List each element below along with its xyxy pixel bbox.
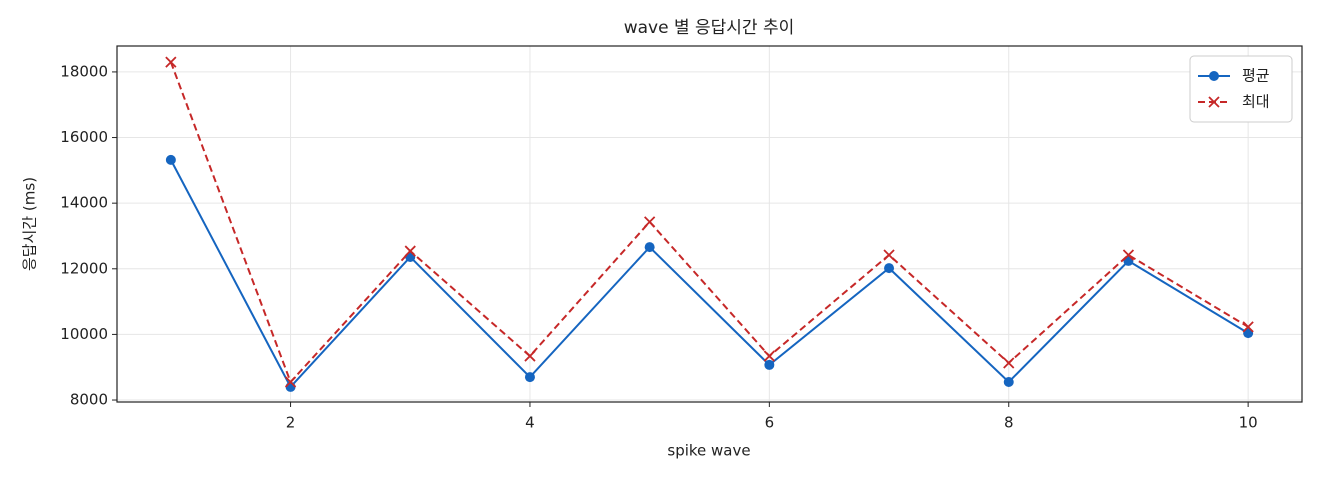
x-axis-label: spike wave	[667, 442, 750, 460]
y-tick-label: 18000	[60, 62, 108, 80]
point	[284, 376, 297, 388]
point	[763, 350, 775, 362]
grid	[117, 46, 1302, 402]
y-tick-label: 14000	[60, 194, 108, 212]
point	[644, 242, 655, 253]
legend-label: 평균	[1242, 67, 1270, 85]
legend-marker	[1208, 96, 1220, 108]
plot-frame	[116, 45, 1303, 403]
x-tick-label: 6	[765, 414, 775, 432]
plot	[165, 56, 1254, 392]
point	[524, 372, 535, 383]
point	[404, 245, 416, 257]
x-tick-label: 2	[286, 414, 296, 432]
point	[524, 350, 536, 362]
point	[165, 56, 177, 68]
x-tick-label: 10	[1239, 414, 1258, 432]
chart-title: wave 별 응답시간 추이	[624, 18, 795, 38]
x-tick-label: 4	[525, 414, 535, 432]
point	[883, 249, 895, 261]
point	[884, 263, 895, 274]
y-axis-label: 응답시간 (ms)	[21, 177, 39, 271]
point	[764, 359, 775, 370]
series-line	[169, 61, 1249, 384]
point	[165, 154, 176, 165]
point	[644, 216, 656, 228]
series-line	[169, 159, 1249, 389]
point	[1242, 321, 1254, 333]
y-tick-label: 12000	[60, 259, 108, 277]
point	[1003, 376, 1014, 387]
y-tick-label: 10000	[60, 325, 108, 343]
legend-label: 최대	[1242, 93, 1270, 111]
y-tick-label: 8000	[70, 391, 108, 409]
legend-box	[1189, 55, 1293, 123]
point	[1122, 249, 1135, 261]
x-tick-label: 8	[1004, 414, 1014, 432]
y-tick-label: 16000	[60, 128, 108, 146]
legend-marker	[1209, 71, 1219, 81]
point	[1003, 357, 1015, 369]
